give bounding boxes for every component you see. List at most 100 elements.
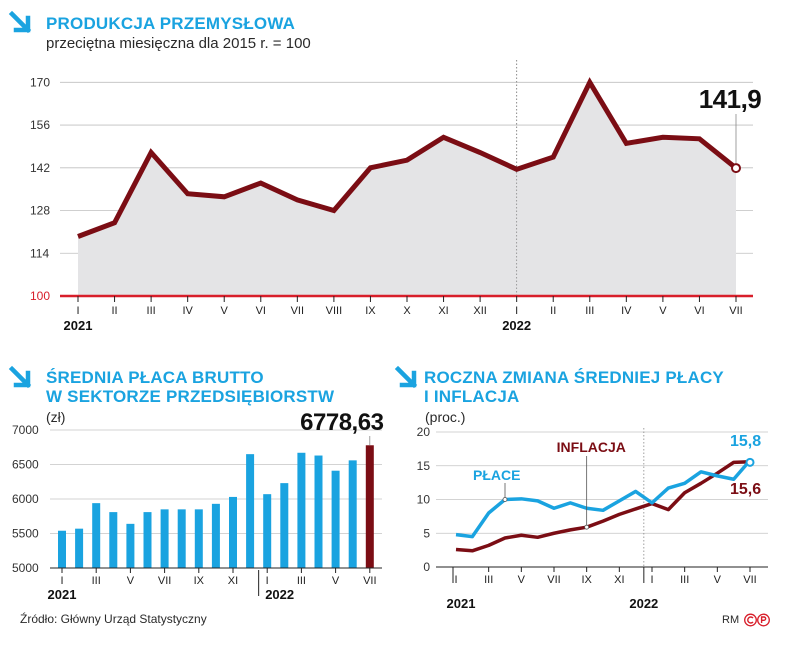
x-tick-label: VII [291,305,304,317]
x-tick-label: II [111,305,117,317]
year-label: 2021 [48,587,77,602]
production-title: PRODUKCJA PRZEMYSŁOWA [46,14,296,33]
x-tick-label: IX [194,575,205,587]
y-tick-label: 6000 [12,492,39,506]
copyright-c-icon [744,613,757,627]
series-label-wages: PŁACE [473,467,520,483]
label-marker [584,524,590,530]
y-tick-label: 156 [30,118,50,132]
change-title-line2: I INFLACJA [424,387,520,406]
year-label: 2022 [629,596,658,611]
wage-bar [143,512,152,568]
x-tick-label: XI [438,305,448,317]
x-tick-label: XI [614,574,624,586]
x-tick-label: I [266,575,269,587]
change-unit-label: (proc.) [425,409,465,425]
x-tick-label: V [332,575,340,587]
production-line [77,77,738,239]
y-tick-label: 170 [30,75,50,89]
x-tick-label: IV [621,305,632,317]
x-tick-label: I [515,305,518,317]
y-tick-label: 5000 [12,561,39,575]
x-tick-label: VI [256,305,266,317]
x-tick-label: V [659,305,667,317]
year-label: 2022 [265,587,294,602]
wage-bar [331,470,340,568]
wage-bar [160,509,169,568]
wage-bar-highlight [365,445,374,568]
x-tick-label: XII [473,305,486,317]
copyright-p-icon [757,613,770,627]
x-tick-label: I [650,574,653,586]
wage-bar [211,503,220,568]
x-tick-label: V [714,574,722,586]
wage-bar [194,509,203,568]
y-tick-label: 20 [417,425,431,439]
wage-bar [126,523,135,568]
inflation-line [455,459,751,553]
author-credit: RM [722,614,740,626]
x-tick-label: VIII [326,305,343,317]
y-tick-label: 100 [30,289,50,303]
x-tick-label: III [484,574,493,586]
wages-title-line2: W SEKTORZE PRZEDSIĘBIORSTW [46,387,335,406]
label-marker [502,497,508,502]
production-area [78,82,736,296]
inflation-callout: 15,6 [730,481,761,498]
wages-change-callout: 15,8 [730,433,761,450]
x-tick-label: IX [581,574,592,586]
y-tick-label: 142 [30,161,50,175]
x-tick-label: III [92,575,101,587]
series-label-inflation: INFLACJA [557,439,626,455]
x-tick-label: VI [694,305,704,317]
last-point-marker [731,163,741,174]
wage-bar [109,512,118,568]
wage-bar [92,503,101,568]
x-tick-label: XI [228,575,238,587]
wage-bar [263,494,272,568]
y-tick-label: 5500 [12,527,39,541]
wage-bar [246,454,255,568]
year-label: 2021 [447,596,476,611]
x-tick-label: I [454,574,457,586]
arrow-down-right-icon [8,10,32,34]
arrow-down-right-icon [394,365,418,389]
change-title-line1: ROCZNA ZMIANA ŚREDNIEJ PŁACY [424,368,724,387]
wage-bar [75,528,84,568]
wage-bar [58,530,66,568]
source-note: Źródło: Główny Urząd Statystyczny [20,612,207,626]
wage-bar [314,455,323,568]
x-tick-label: VII [363,575,376,587]
x-tick-label: III [680,574,689,586]
y-tick-label: 128 [30,204,50,218]
x-tick-label: III [585,305,594,317]
x-tick-label: I [76,305,79,317]
wage-bar [297,452,306,568]
wages-title-line1: ŚREDNIA PŁACA BRUTTO [46,368,264,387]
production-subtitle: przeciętna miesięczna dla 2015 r. = 100 [46,35,311,52]
y-tick-label: 7000 [12,423,39,437]
x-tick-label: II [550,305,556,317]
x-tick-label: IV [182,305,193,317]
y-tick-label: 0 [423,560,430,574]
x-tick-label: X [403,305,411,317]
x-tick-label: III [147,305,156,317]
x-tick-label: V [221,305,229,317]
wage-bar [177,509,186,568]
last-point-marker [745,457,755,467]
x-tick-label: IX [365,305,376,317]
x-tick-label: VII [743,574,756,586]
y-tick-label: 6500 [12,458,39,472]
year-label: 2021 [64,318,93,333]
x-tick-label: VII [158,575,171,587]
y-tick-label: 114 [30,246,49,260]
arrow-down-right-icon [8,365,32,389]
wage-bar [229,496,237,568]
wages-unit-label: (zł) [46,409,65,425]
y-tick-label: 5 [423,526,430,540]
production-callout: 141,9 [699,84,762,114]
wages-callout: 6778,63 [300,409,383,436]
